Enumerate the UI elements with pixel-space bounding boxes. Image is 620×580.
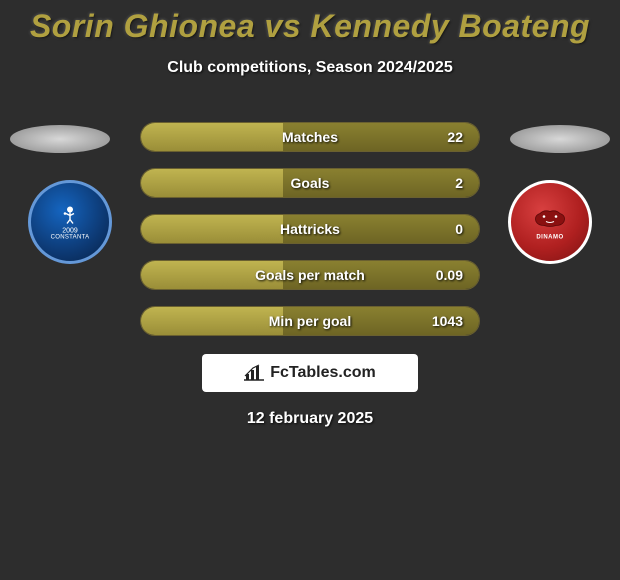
- club-badge-left-content: 2009 CONSTANTA: [31, 204, 109, 241]
- bar-chart-icon: [244, 364, 264, 382]
- stat-label: Goals per match: [255, 267, 365, 283]
- player-left-silhouette: [10, 125, 110, 153]
- stat-row-goals: Goals 2: [140, 168, 480, 198]
- stat-fill: [141, 215, 283, 243]
- subtitle: Club competitions, Season 2024/2025: [0, 59, 620, 77]
- stat-row-matches: Matches 22: [140, 122, 480, 152]
- player-right-silhouette: [510, 125, 610, 153]
- club-badge-right-content: DINAMO: [511, 204, 589, 241]
- stat-row-goals-per-match: Goals per match 0.09: [140, 260, 480, 290]
- stat-value: 2: [455, 175, 463, 191]
- stat-value: 1043: [432, 313, 463, 329]
- stat-row-hattricks: Hattricks 0: [140, 214, 480, 244]
- stat-fill: [141, 307, 283, 335]
- stat-fill: [141, 123, 283, 151]
- date-label: 12 february 2025: [247, 410, 373, 428]
- page-title: Sorin Ghionea vs Kennedy Boateng: [0, 0, 620, 45]
- club-badge-right-label: DINAMO: [511, 235, 589, 241]
- club-badge-left-label: CONSTANTA: [31, 235, 109, 241]
- branding-box: FcTables.com: [202, 354, 418, 392]
- stat-value: 22: [447, 129, 463, 145]
- branding-text: FcTables.com: [270, 364, 376, 382]
- stat-row-min-per-goal: Min per goal 1043: [140, 306, 480, 336]
- football-player-icon: [59, 204, 81, 226]
- dog-mascot-icon: [530, 204, 570, 232]
- stat-label: Hattricks: [280, 221, 340, 237]
- stat-label: Matches: [282, 129, 338, 145]
- club-badge-right: DINAMO: [508, 180, 592, 264]
- stats-bars: Matches 22 Goals 2 Hattricks 0 Goals per…: [140, 122, 480, 352]
- club-badge-left-year: 2009: [31, 228, 109, 235]
- stat-value: 0: [455, 221, 463, 237]
- stat-value: 0.09: [436, 267, 463, 283]
- stat-label: Goals: [291, 175, 330, 191]
- stat-label: Min per goal: [269, 313, 351, 329]
- club-badge-left: 2009 CONSTANTA: [28, 180, 112, 264]
- stat-fill: [141, 169, 283, 197]
